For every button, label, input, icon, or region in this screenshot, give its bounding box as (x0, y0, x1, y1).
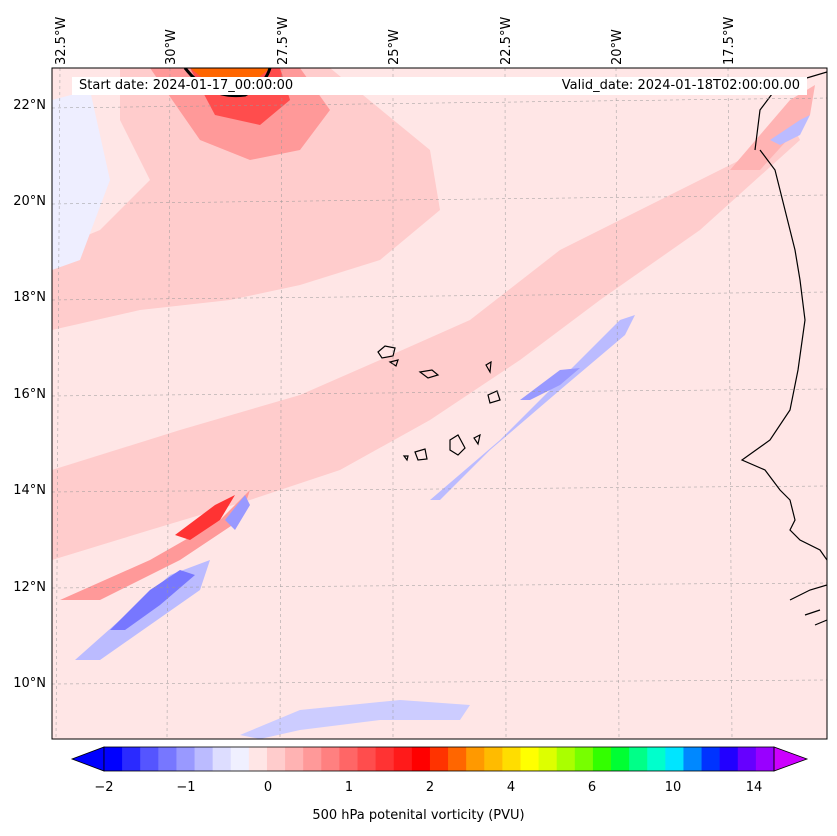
lon-label: 22.5°W (499, 16, 514, 65)
colorbar-segment (611, 747, 630, 771)
map-plot-area (52, 68, 827, 739)
colorbar-tick-label: −1 (176, 780, 196, 795)
colorbar-segment (647, 747, 666, 771)
colorbar-segment (719, 747, 739, 771)
colorbar-segment (411, 747, 431, 771)
pv-band-central (52, 120, 800, 560)
colorbar-tick-label: 14 (745, 780, 763, 795)
colorbar-segment (266, 747, 286, 771)
graticule (51, 67, 828, 740)
lat-label: 22°N (13, 98, 46, 113)
colorbar-label: 500 hPa potenital vorticity (PVU) (312, 808, 525, 823)
colorbar-segment (375, 747, 395, 771)
lon-label: 32.5°W (54, 16, 69, 65)
lat-label: 10°N (13, 676, 46, 691)
lon-label: 17.5°W (722, 16, 737, 65)
coastline-africa (740, 149, 827, 561)
colorbar-min-arrow (70, 746, 105, 772)
colorbar-segment (339, 747, 359, 771)
colorbar-segment (755, 747, 775, 771)
colorbar-segment (230, 747, 250, 771)
colorbar-tick-label: 1 (344, 780, 354, 795)
pv-neg-central-core (520, 368, 580, 400)
colorbar-frame (103, 746, 775, 772)
lon-label: 20°W (610, 29, 625, 65)
colorbar-segment (212, 747, 232, 771)
lat-label: 14°N (13, 483, 46, 498)
colorbar-segment (104, 747, 123, 771)
colorbar-segment (629, 747, 648, 771)
lon-label: 27.5°W (276, 16, 291, 65)
coastline-guinea-bissau (789, 584, 827, 626)
colorbar-tick-label: −2 (94, 780, 114, 795)
colorbar-tick-label: 6 (587, 780, 597, 795)
valid-date: Valid_date: 2024-01-18T02:00:00.00 (561, 78, 800, 93)
colorbar-segment (574, 747, 594, 771)
lat-label: 18°N (13, 290, 46, 305)
colorbar-segment (466, 747, 485, 771)
colorbar-segment (502, 747, 521, 771)
start-date: Start date: 2024-01-17_00:00:00 (79, 78, 294, 93)
lat-label: 20°N (13, 194, 46, 209)
pv-max-southwest-core (175, 495, 235, 540)
colorbar-segment (538, 747, 558, 771)
colorbar-segment (448, 747, 467, 771)
date-info-bar: Start date: 2024-01-17_00:00:00 Valid_da… (72, 77, 807, 95)
colorbar-segment (303, 747, 322, 771)
pv-neg-northeast (770, 115, 810, 145)
pv-neg-south (240, 700, 470, 739)
lat-label: 12°N (13, 580, 46, 595)
colorbar-segment (737, 747, 757, 771)
colorbar-segment (683, 747, 703, 771)
colorbar-segment (429, 747, 449, 771)
map-frame (51, 67, 828, 740)
colorbar-segment (592, 747, 612, 771)
colorbar-max-arrow (773, 746, 809, 772)
colorbar-segment (321, 747, 340, 771)
pv-neg-west (52, 90, 110, 270)
colorbar-segment (194, 747, 214, 771)
colorbar-tick-label: 2 (425, 780, 435, 795)
lon-label: 30°W (164, 29, 179, 65)
pv-neg-mid-west (225, 495, 250, 530)
colorbar-tick-label: 10 (664, 780, 682, 795)
colorbar-segment (158, 747, 177, 771)
pv-band-northeast (730, 85, 815, 170)
colorbar-tick-label: 0 (263, 780, 273, 795)
colorbar-segment (140, 747, 159, 771)
colorbar-segment (248, 747, 268, 771)
colorbar (70, 746, 809, 772)
colorbar-segment (701, 747, 721, 771)
colorbar-segment (556, 747, 576, 771)
colorbar-segment (285, 747, 304, 771)
colorbar-segment (357, 747, 377, 771)
colorbar-segment (484, 747, 503, 771)
pv-neg-central-east (430, 315, 635, 500)
colorbar-segment (520, 747, 540, 771)
colorbar-segment (665, 747, 684, 771)
colorbar-tick-label: 4 (506, 780, 516, 795)
pv-neg-southwest-core (110, 570, 195, 630)
lat-label: 16°N (13, 387, 46, 402)
colorbar-segment (393, 747, 413, 771)
pv-band-northwest (52, 68, 440, 330)
cape-verde-islands (377, 345, 501, 462)
colorbar-segment (122, 747, 141, 771)
lon-label: 25°W (387, 29, 402, 65)
colorbar-segment (176, 747, 196, 771)
